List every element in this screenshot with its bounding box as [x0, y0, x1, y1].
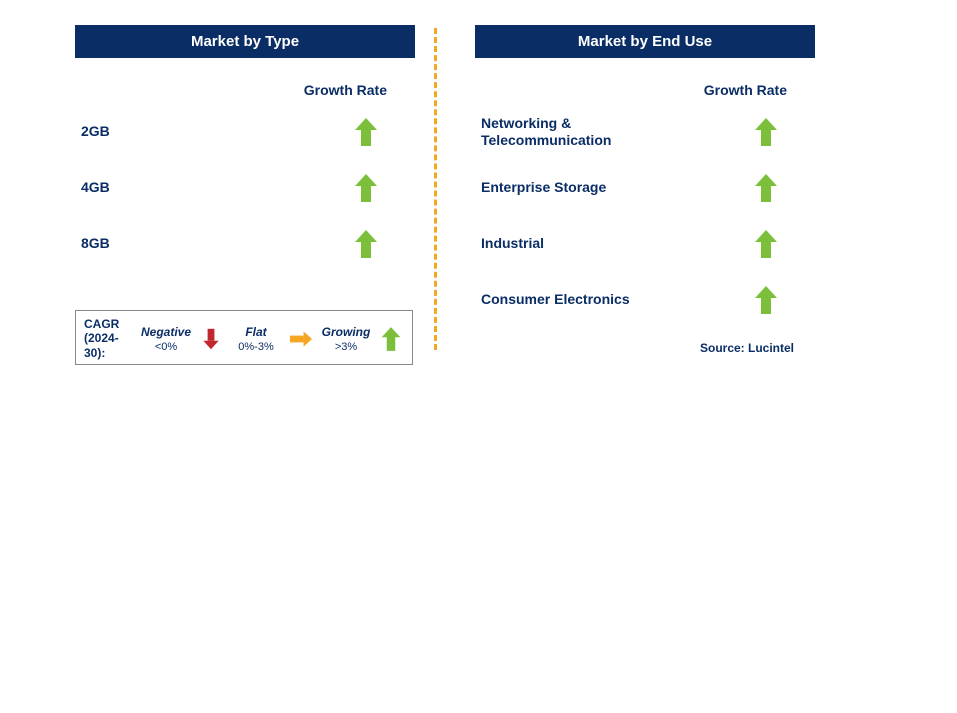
source-label: Source: Lucintel [700, 341, 794, 355]
right-flat-arrow-icon [290, 331, 312, 346]
list-item: 2GB [75, 104, 415, 160]
panel-header-enduse: Market by End Use [475, 25, 815, 58]
legend-name: Negative [141, 325, 191, 339]
type-rows: 2GB 4GB 8GB [75, 104, 415, 272]
up-growing-arrow-icon [755, 174, 777, 202]
legend-items: Negative <0% Flat 0%-3% Growing >3% [136, 325, 404, 353]
legend-icon-col [378, 325, 404, 353]
list-item: Networking & Telecommunication [475, 104, 815, 160]
enduse-rows: Networking & Telecommunication Enterprise… [475, 104, 815, 328]
market-by-type-panel: Market by Type Growth Rate 2GB 4GB 8GB [75, 25, 415, 272]
panel-header-type: Market by Type [75, 25, 415, 58]
legend-col: Flat 0%-3% [226, 325, 286, 353]
cagr-legend: CAGR (2024-30): Negative <0% Flat 0%-3% Grow… [75, 310, 413, 365]
growth-rate-header-left: Growth Rate [75, 82, 415, 98]
legend-icon-col [288, 330, 314, 348]
legend-col: Negative <0% [136, 325, 196, 353]
legend-icon-col [198, 327, 224, 351]
list-item: 8GB [75, 216, 415, 272]
legend-cagr-line1: CAGR [84, 317, 119, 331]
list-item: Industrial [475, 216, 815, 272]
row-label: Enterprise Storage [481, 179, 606, 197]
legend-value: <0% [155, 341, 177, 353]
legend-name: Growing [322, 325, 371, 339]
list-item: Enterprise Storage [475, 160, 815, 216]
up-growing-arrow-icon [755, 118, 777, 146]
up-growing-arrow-icon [355, 174, 377, 202]
market-by-enduse-panel: Market by End Use Growth Rate Networking… [475, 25, 815, 328]
row-label: Industrial [481, 235, 544, 253]
legend-cagr-line2: (2024-30): [84, 331, 119, 359]
up-growing-arrow-icon [355, 118, 377, 146]
row-label: 8GB [81, 235, 110, 253]
legend-col: Growing >3% [316, 325, 376, 353]
legend-value: >3% [335, 341, 357, 353]
up-growing-arrow-icon [382, 327, 401, 351]
legend-name: Flat [245, 325, 266, 339]
row-label: Consumer Electronics [481, 291, 630, 309]
legend-cagr-label: CAGR (2024-30): [84, 317, 130, 360]
list-item: Consumer Electronics [475, 272, 815, 328]
down-negative-arrow-icon [203, 328, 218, 348]
row-label: Networking & Telecommunication [481, 115, 701, 150]
row-label: 4GB [81, 179, 110, 197]
vertical-divider [434, 28, 437, 350]
row-label: 2GB [81, 123, 110, 141]
growth-rate-header-right: Growth Rate [475, 82, 815, 98]
list-item: 4GB [75, 160, 415, 216]
up-growing-arrow-icon [355, 230, 377, 258]
legend-value: 0%-3% [238, 341, 273, 353]
up-growing-arrow-icon [755, 286, 777, 314]
up-growing-arrow-icon [755, 230, 777, 258]
